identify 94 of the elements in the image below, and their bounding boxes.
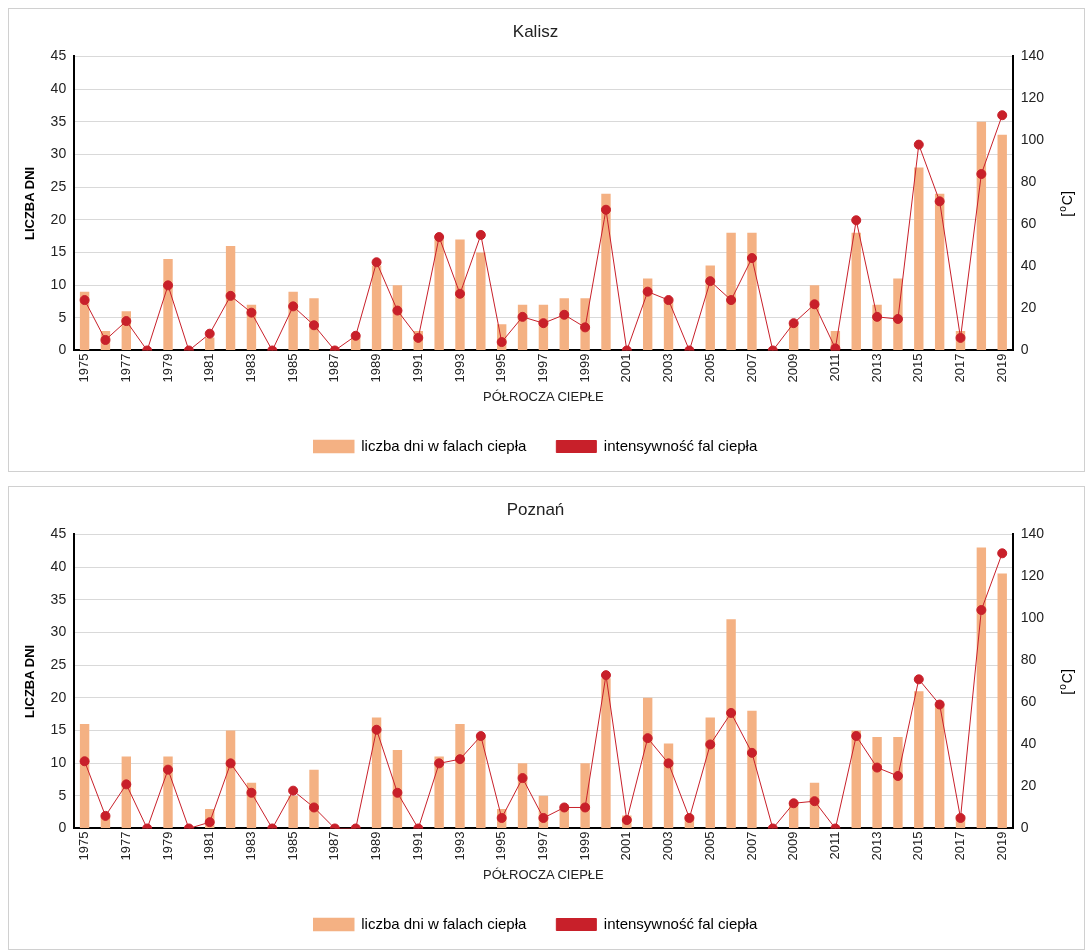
x-tick-label: 1979 <box>159 831 175 861</box>
x-tick-label: 2017 <box>952 353 968 383</box>
y-tick-label: 5 <box>58 308 67 325</box>
y2-tick-label: 40 <box>1020 735 1037 752</box>
x-tick-label: 2001 <box>618 353 634 383</box>
x-tick-label: 1977 <box>117 353 133 383</box>
y-tick-label: 25 <box>50 655 67 672</box>
legend-label: liczba dni w falach ciepła <box>361 436 527 454</box>
x-tick-label: 2019 <box>993 353 1009 383</box>
y2-tick-label: 20 <box>1020 299 1037 316</box>
x-tick-label: 1987 <box>326 831 342 861</box>
x-tick-label: 2003 <box>660 353 676 383</box>
x-tick-label: 2015 <box>910 353 926 383</box>
x-axis-title: PÓŁROCZA CIEPŁE <box>483 388 605 404</box>
y-axis-title: LICZBA DNI <box>22 166 38 241</box>
x-tick-label: 1989 <box>368 353 384 383</box>
x-tick-label: 1987 <box>326 353 342 383</box>
x-tick-label: 1983 <box>243 831 259 861</box>
x-axis-title: PÓŁROCZA CIEPŁE <box>483 866 605 882</box>
y2-tick-label: 100 <box>1020 609 1045 626</box>
y-tick-label: 20 <box>50 210 67 227</box>
y2-tick-label: 80 <box>1020 651 1037 668</box>
x-tick-label: 2007 <box>743 831 759 861</box>
y-tick-label: 0 <box>58 341 67 358</box>
x-tick-label: 2019 <box>993 831 1009 861</box>
x-tick-label: 1997 <box>534 831 550 861</box>
y2-tick-label: 140 <box>1020 47 1045 64</box>
y-tick-label: 25 <box>50 177 67 194</box>
y-tick-label: 35 <box>50 112 67 129</box>
y2-tick-label: 100 <box>1020 131 1045 148</box>
y2-tick-label: 20 <box>1020 777 1037 794</box>
legend-label: intensywność fal ciepła <box>603 914 758 932</box>
y2-tick-label: 120 <box>1020 89 1045 106</box>
x-tick-label: 2011 <box>826 831 842 860</box>
x-tick-label: 2005 <box>701 353 717 383</box>
x-tick-label: 1985 <box>284 353 300 383</box>
y-axis-title: LICZBA DNI <box>22 644 38 719</box>
y-tick-label: 10 <box>50 753 67 770</box>
x-tick-label: 1975 <box>76 353 92 383</box>
x-tick-label: 2007 <box>743 353 759 383</box>
x-tick-label: 1989 <box>368 831 384 861</box>
y-tick-label: 30 <box>50 623 67 640</box>
y2-tick-label: 120 <box>1020 567 1045 584</box>
y-tick-label: 30 <box>50 145 67 162</box>
x-tick-label: 2015 <box>910 831 926 861</box>
y-tick-label: 35 <box>50 590 67 607</box>
x-tick-label: 1993 <box>451 831 467 861</box>
x-tick-label: 1977 <box>117 831 133 861</box>
y2-tick-label: 60 <box>1020 693 1037 710</box>
y-tick-label: 10 <box>50 275 67 292</box>
y-tick-label: 40 <box>50 557 67 574</box>
x-tick-label: 2013 <box>868 831 884 861</box>
x-tick-label: 1983 <box>243 353 259 383</box>
x-tick-label: 2017 <box>952 831 968 861</box>
chart-title: Poznań <box>506 499 565 519</box>
y2-tick-label: 140 <box>1020 525 1045 542</box>
y2-tick-label: 80 <box>1020 173 1037 190</box>
x-tick-label: 2013 <box>868 353 884 383</box>
y-tick-label: 40 <box>50 79 67 96</box>
y-tick-label: 45 <box>50 47 67 64</box>
x-tick-label: 2009 <box>785 353 801 383</box>
x-tick-label: 2005 <box>701 831 717 861</box>
x-tick-label: 1995 <box>493 353 509 383</box>
y2-axis-title: [oC] <box>1056 669 1075 695</box>
x-tick-label: 1979 <box>159 353 175 383</box>
x-tick-label: 2001 <box>618 831 634 861</box>
y-tick-label: 5 <box>58 786 67 803</box>
x-tick-label: 1981 <box>201 353 217 383</box>
y2-tick-label: 40 <box>1020 257 1037 274</box>
y-tick-label: 45 <box>50 525 67 542</box>
x-tick-label: 1991 <box>409 353 425 383</box>
x-tick-label: 1981 <box>201 831 217 861</box>
chart-title: Kalisz <box>512 21 559 41</box>
y-tick-label: 15 <box>50 243 67 260</box>
x-tick-label: 2011 <box>826 353 842 382</box>
x-tick-label: 1991 <box>409 831 425 861</box>
x-tick-label: 1985 <box>284 831 300 861</box>
y2-axis-title: [oC] <box>1056 191 1075 217</box>
x-tick-label: 1999 <box>576 353 592 383</box>
legend-label: intensywność fal ciepła <box>603 436 758 454</box>
x-tick-label: 2009 <box>785 831 801 861</box>
x-tick-label: 2003 <box>660 831 676 861</box>
y-tick-label: 0 <box>58 819 67 836</box>
y2-tick-label: 60 <box>1020 215 1037 232</box>
x-tick-label: 1995 <box>493 831 509 861</box>
legend-label: liczba dni w falach ciepła <box>361 914 527 932</box>
y-tick-label: 20 <box>50 688 67 705</box>
x-tick-label: 1975 <box>76 831 92 861</box>
y-tick-label: 15 <box>50 721 67 738</box>
y2-tick-label: 0 <box>1020 819 1029 836</box>
x-tick-label: 1993 <box>451 353 467 383</box>
x-tick-label: 1999 <box>576 831 592 861</box>
y2-tick-label: 0 <box>1020 341 1029 358</box>
x-tick-label: 1997 <box>534 353 550 383</box>
